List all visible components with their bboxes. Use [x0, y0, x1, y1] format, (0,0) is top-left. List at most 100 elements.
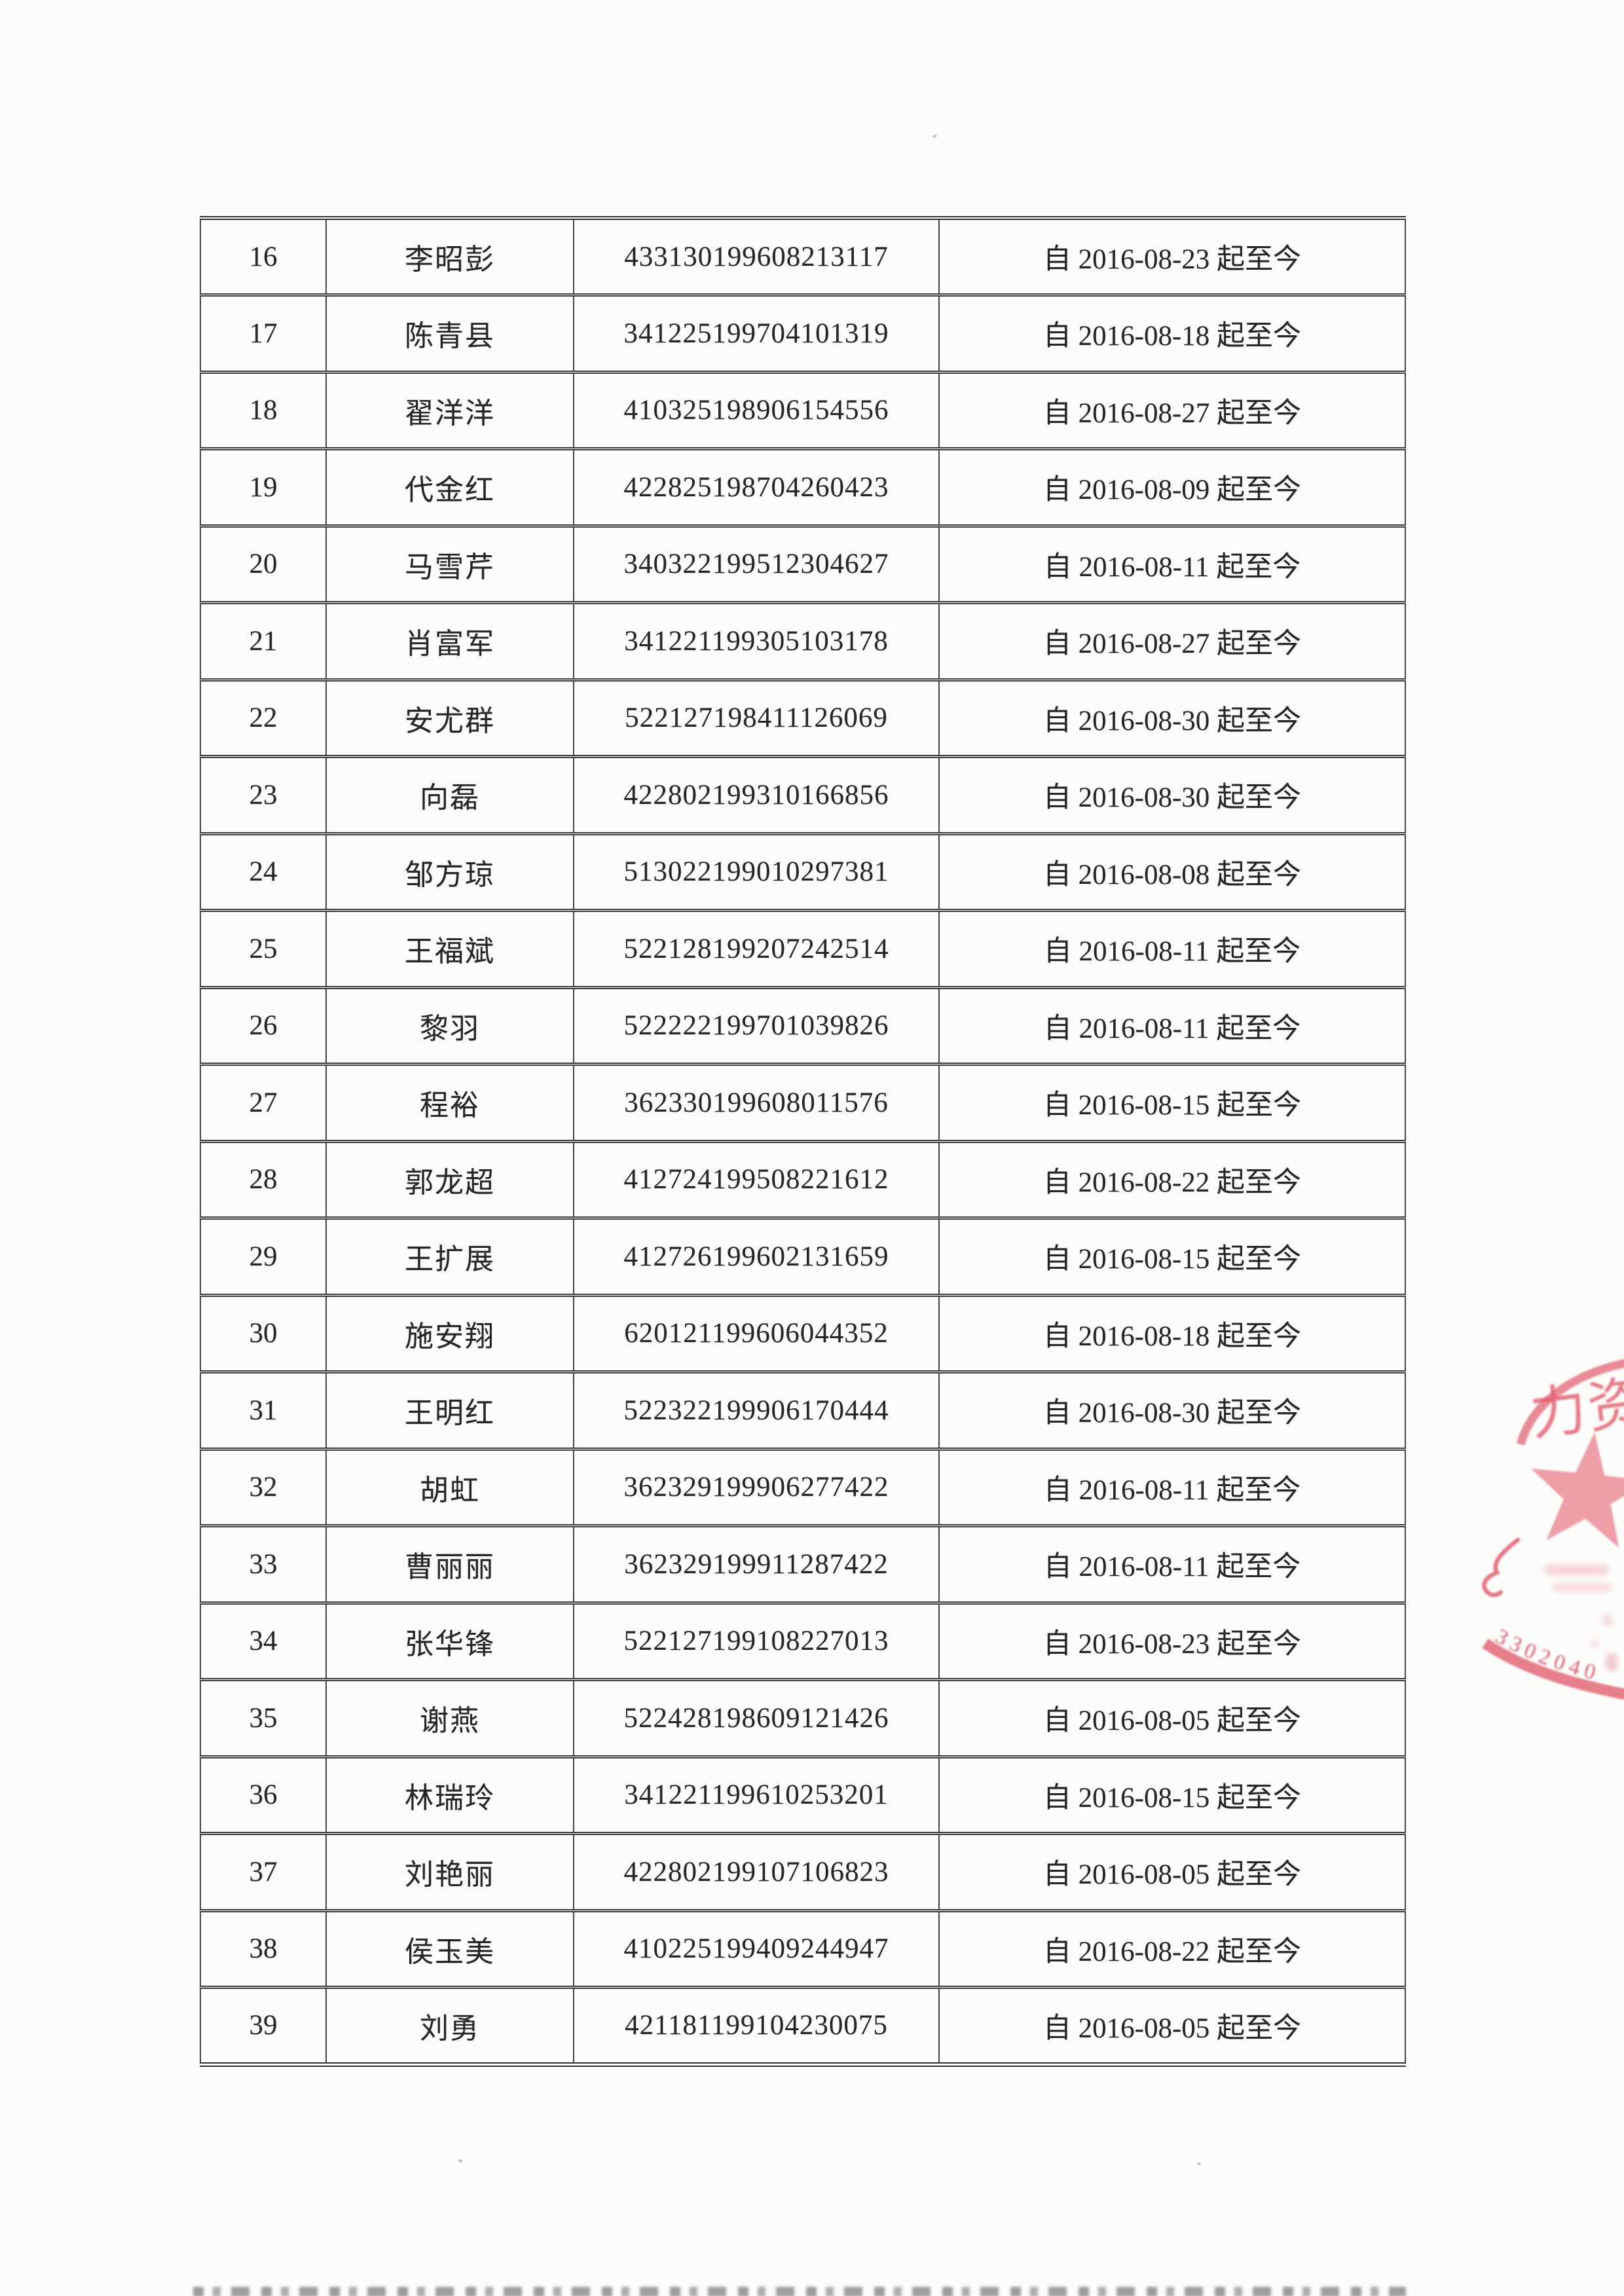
- cell-row-number: 35: [200, 1678, 327, 1758]
- cell-row-number: 20: [200, 524, 327, 604]
- cell-person-name: 向磊: [325, 755, 574, 835]
- cell-row-number: 17: [200, 293, 327, 374]
- stamp-ring-top-arc: [1516, 1358, 1624, 1446]
- stamp-ink-squiggle: [1482, 1537, 1521, 1597]
- scan-artifact-strip: [193, 2287, 1406, 2296]
- cell-row-number: 27: [200, 1063, 327, 1143]
- cell-person-name: 侯玉美: [325, 1908, 574, 1989]
- table-row: 16 李昭彭 433130199608213117 自 2016-08-23 起…: [200, 216, 1406, 297]
- cell-row-number: 30: [200, 1293, 327, 1374]
- cell-id-number: 341221199305103178: [573, 601, 940, 682]
- cell-row-number: 36: [200, 1755, 327, 1835]
- cell-period: 自 2016-08-22 起至今: [938, 1908, 1406, 1989]
- table-row: 30 施安翔 620121199606044352 自 2016-08-18 起…: [200, 1293, 1406, 1374]
- cell-row-number: 37: [200, 1832, 327, 1912]
- cell-row-number: 26: [200, 985, 327, 1066]
- cell-id-number: 362329199911287422: [573, 1524, 940, 1605]
- scan-speck: [932, 134, 938, 139]
- cell-person-name: 邹方琼: [325, 831, 574, 912]
- scan-speck: [458, 2159, 462, 2162]
- table-row: 17 陈青县 341225199704101319 自 2016-08-18 起…: [200, 293, 1406, 374]
- table-row: 25 王福斌 522128199207242514 自 2016-08-11 起…: [200, 909, 1406, 989]
- table-row: 24 邹方琼 513022199010297381 自 2016-08-08 起…: [200, 831, 1406, 912]
- cell-period: 自 2016-08-11 起至今: [938, 1524, 1406, 1605]
- cell-period: 自 2016-08-05 起至今: [938, 1832, 1406, 1912]
- cell-period: 自 2016-08-23 起至今: [938, 1601, 1406, 1681]
- cell-period: 自 2016-08-05 起至今: [938, 1678, 1406, 1758]
- roster-table-body: 16 李昭彭 433130199608213117 自 2016-08-23 起…: [200, 216, 1406, 2066]
- table-row: 20 马雪芹 340322199512304627 自 2016-08-11 起…: [200, 524, 1406, 604]
- cell-id-number: 410225199409244947: [573, 1908, 940, 1989]
- cell-period: 自 2016-08-27 起至今: [938, 601, 1406, 682]
- cell-row-number: 32: [200, 1447, 327, 1527]
- cell-id-number: 522322199906170444: [573, 1370, 940, 1451]
- table-row: 34 张华锋 522127199108227013 自 2016-08-23 起…: [200, 1601, 1406, 1681]
- cell-id-number: 340322199512304627: [573, 524, 940, 604]
- stamp-serial-number: 3302040: [1492, 1624, 1598, 1686]
- cell-person-name: 黎羽: [325, 985, 574, 1066]
- cell-person-name: 肖富军: [325, 601, 574, 682]
- cell-period: 自 2016-08-30 起至今: [938, 1370, 1406, 1451]
- cell-person-name: 林瑞玲: [325, 1755, 574, 1835]
- table-row: 38 侯玉美 410225199409244947 自 2016-08-22 起…: [200, 1908, 1406, 1989]
- table-row: 22 安尤群 522127198411126069 自 2016-08-30 起…: [200, 678, 1406, 758]
- cell-id-number: 362329199906277422: [573, 1447, 940, 1527]
- stamp-partial-digit: [1606, 1654, 1617, 1671]
- cell-id-number: 433130199608213117: [573, 216, 940, 297]
- cell-id-number: 513022199010297381: [573, 831, 940, 912]
- cell-id-number: 341221199610253201: [573, 1755, 940, 1835]
- table-row: 39 刘勇 421181199104230075 自 2016-08-05 起至…: [200, 1986, 1406, 2066]
- cell-row-number: 22: [200, 678, 327, 758]
- svg-text:3302040: 3302040: [1492, 1624, 1604, 1686]
- table-row: 32 胡虹 362329199906277422 自 2016-08-11 起至…: [200, 1447, 1406, 1527]
- cell-person-name: 李昭彭: [325, 216, 574, 297]
- cell-period: 自 2016-08-11 起至今: [938, 1447, 1406, 1527]
- table-row: 19 代金红 422825198704260423 自 2016-08-09 起…: [200, 447, 1406, 528]
- cell-person-name: 王扩展: [325, 1216, 574, 1297]
- cell-person-name: 胡虹: [325, 1447, 574, 1527]
- table-row: 26 黎羽 522222199701039826 自 2016-08-11 起至…: [200, 985, 1406, 1066]
- cell-person-name: 曹丽丽: [325, 1524, 574, 1605]
- cell-period: 自 2016-08-22 起至今: [938, 1139, 1406, 1220]
- cell-id-number: 421181199104230075: [573, 1986, 940, 2066]
- table-row: 35 谢燕 522428198609121426 自 2016-08-05 起至…: [200, 1678, 1406, 1758]
- table-row: 37 刘艳丽 422802199107106823 自 2016-08-05 起…: [200, 1832, 1406, 1912]
- cell-id-number: 522127198411126069: [573, 678, 940, 758]
- cell-period: 自 2016-08-11 起至今: [938, 985, 1406, 1066]
- cell-row-number: 18: [200, 370, 327, 450]
- cell-id-number: 362330199608011576: [573, 1063, 940, 1143]
- cell-id-number: 522127199108227013: [573, 1601, 940, 1681]
- stamp-star: [1531, 1432, 1624, 1548]
- table-row: 18 翟洋洋 410325198906154556 自 2016-08-27 起…: [200, 370, 1406, 450]
- cell-person-name: 代金红: [325, 447, 574, 528]
- cell-period: 自 2016-08-11 起至今: [938, 524, 1406, 604]
- cell-period: 自 2016-08-05 起至今: [938, 1986, 1406, 2066]
- cell-period: 自 2016-08-15 起至今: [938, 1063, 1406, 1143]
- cell-period: 自 2016-08-27 起至今: [938, 370, 1406, 450]
- cell-row-number: 38: [200, 1908, 327, 1989]
- cell-id-number: 522428198609121426: [573, 1678, 940, 1758]
- cell-person-name: 张华锋: [325, 1601, 574, 1681]
- cell-person-name: 翟洋洋: [325, 370, 574, 450]
- stamp-smudge: [1544, 1565, 1610, 1575]
- cell-row-number: 23: [200, 755, 327, 835]
- cell-id-number: 412726199602131659: [573, 1216, 940, 1297]
- cell-person-name: 王福斌: [325, 909, 574, 989]
- cell-id-number: 522222199701039826: [573, 985, 940, 1066]
- table-row: 21 肖富军 341221199305103178 自 2016-08-27 起…: [200, 601, 1406, 682]
- stamp-ring-bottom-arc: [1482, 1638, 1624, 1700]
- stamp-smudge: [1602, 1614, 1614, 1626]
- cell-period: 自 2016-08-30 起至今: [938, 755, 1406, 835]
- cell-row-number: 31: [200, 1370, 327, 1451]
- cell-id-number: 341225199704101319: [573, 293, 940, 374]
- cell-person-name: 安尤群: [325, 678, 574, 758]
- cell-person-name: 陈青县: [325, 293, 574, 374]
- table-row: 28 郭龙超 412724199508221612 自 2016-08-22 起…: [200, 1139, 1406, 1220]
- roster-table: 16 李昭彭 433130199608213117 自 2016-08-23 起…: [200, 216, 1406, 2067]
- cell-row-number: 24: [200, 831, 327, 912]
- cell-row-number: 21: [200, 601, 327, 682]
- cell-period: 自 2016-08-09 起至今: [938, 447, 1406, 528]
- cell-person-name: 马雪芹: [325, 524, 574, 604]
- cell-id-number: 410325198906154556: [573, 370, 940, 450]
